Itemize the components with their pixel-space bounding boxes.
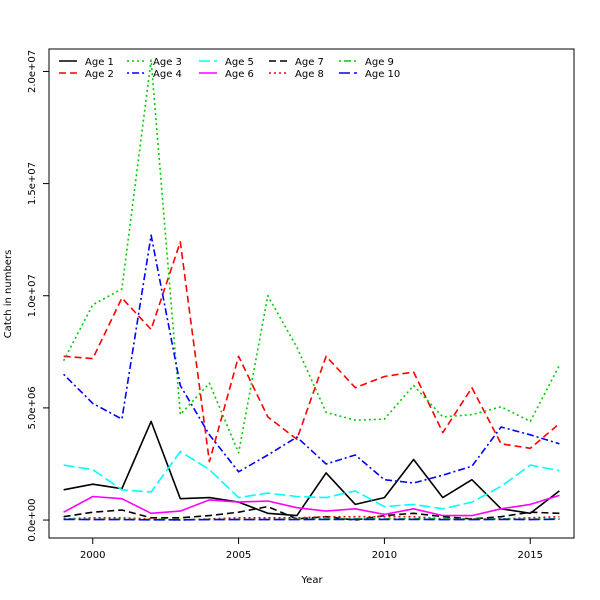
legend-label-age-3: Age 3 [153, 57, 182, 68]
series-line-age-10 [63, 518, 560, 521]
y-tick-label: 0.0e+00 [27, 498, 38, 541]
legend-label-age-9: Age 9 [365, 57, 394, 68]
x-tick-label: 2010 [372, 550, 397, 561]
x-tick-label: 2000 [80, 550, 105, 561]
x-axis: 2000 2005 2010 2015 [80, 537, 543, 561]
y-tick-label: 1.0e+07 [27, 274, 38, 317]
legend-label-age-2: Age 2 [85, 69, 114, 80]
y-tick-label: 5.0e+06 [27, 386, 38, 429]
y-axis: 0.0e+00 5.0e+06 1.0e+07 1.5e+07 2.0e+07 [27, 50, 50, 542]
y-axis-title: Catch in numbers [3, 250, 14, 339]
legend-label-age-5: Age 5 [225, 57, 254, 68]
plot-frame [48, 48, 575, 539]
y-tick-label: 1.5e+07 [27, 162, 38, 205]
series-line-age-2 [63, 241, 560, 463]
series-line-age-1 [63, 420, 560, 517]
legend-label-age-4: Age 4 [153, 69, 182, 80]
x-axis-title: Year [300, 575, 323, 586]
x-tick-label: 2005 [226, 550, 251, 561]
legend-label-age-7: Age 7 [295, 57, 324, 68]
series-line-age-3 [62, 59, 561, 454]
series-line-age-6 [63, 494, 560, 517]
x-tick-label: 2015 [518, 550, 543, 561]
series-line-age-5 [63, 450, 560, 510]
legend-label-age-8: Age 8 [295, 69, 324, 80]
series-layer [62, 59, 561, 521]
y-tick-label: 2.0e+07 [27, 50, 38, 93]
series-line-age-4 [63, 234, 560, 484]
legend-label-age-1: Age 1 [85, 57, 114, 68]
legend-label-age-6: Age 6 [225, 69, 254, 80]
legend-label-age-10: Age 10 [365, 69, 400, 80]
